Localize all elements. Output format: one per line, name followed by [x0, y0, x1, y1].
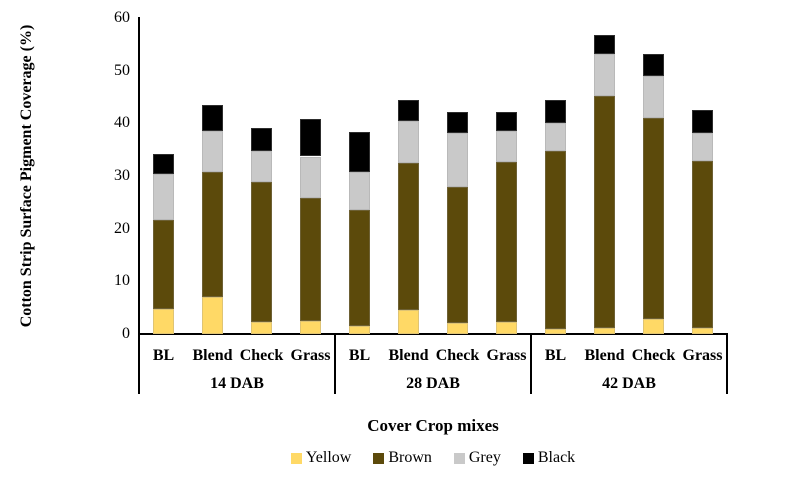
- bar-segment-grey-check-6: [447, 133, 468, 188]
- bar-segment-yellow-blend-9: [594, 327, 615, 334]
- bar-segment-grey-bl-4: [349, 171, 370, 210]
- bar-segment-brown-grass-7: [496, 162, 517, 322]
- bar-segment-yellow-blend-5: [398, 309, 419, 334]
- bar-segment-brown-check-10: [643, 118, 664, 320]
- bar-segment-yellow-grass-3: [300, 321, 321, 334]
- legend-item-yellow: Yellow: [290, 449, 352, 467]
- category-label: Check: [435, 347, 480, 364]
- group-label: 14 DAB: [210, 375, 264, 392]
- y-axis-title: Cotton Strip Surface Pigment Coverage (%…: [18, 24, 35, 328]
- legend-swatch-brown: [373, 452, 385, 464]
- category-label: Grass: [486, 347, 527, 364]
- y-axis-line: [138, 17, 140, 394]
- bar-segment-grey-check-2: [251, 150, 272, 182]
- y-tick-label: 50: [114, 61, 130, 79]
- bar-segment-yellow-check-6: [447, 323, 468, 334]
- bar-segment-brown-blend-5: [398, 162, 419, 310]
- bar-segment-grey-check-10: [643, 76, 664, 119]
- bar-segment-yellow-bl-8: [545, 329, 566, 334]
- bar-segment-grey-grass-3: [300, 156, 321, 198]
- legend-item-black: Black: [522, 449, 576, 467]
- legend-label: Black: [537, 449, 576, 466]
- category-divider-line: [334, 334, 336, 394]
- legend-label: Brown: [388, 449, 432, 466]
- category-divider-line: [530, 334, 532, 394]
- legend-swatch-grey: [453, 452, 465, 464]
- group-label: 28 DAB: [406, 375, 460, 392]
- bar-segment-grey-blend-5: [398, 121, 419, 163]
- y-tick-label: 10: [114, 272, 130, 290]
- y-tick-label: 0: [122, 325, 130, 342]
- bar-segment-black-bl-0: [153, 154, 174, 175]
- bar-segment-black-blend-5: [398, 99, 419, 122]
- bar-segment-yellow-bl-0: [153, 308, 174, 334]
- bar-segment-yellow-blend-1: [202, 297, 223, 334]
- bar-segment-brown-bl-4: [349, 209, 370, 326]
- group-label: 42 DAB: [602, 375, 656, 392]
- bar-segment-black-grass-7: [496, 111, 517, 131]
- category-label: Check: [631, 347, 676, 364]
- y-tick-label: 30: [114, 167, 130, 184]
- bar-segment-black-check-2: [251, 127, 272, 151]
- category-label: BL: [348, 347, 371, 364]
- bar-segment-grey-blend-1: [202, 131, 223, 172]
- y-tick-label: 40: [114, 114, 130, 132]
- bar-segment-black-grass-3: [300, 118, 321, 157]
- bar-segment-black-blend-9: [594, 34, 615, 55]
- bar-segment-yellow-check-10: [643, 319, 664, 334]
- bar-segment-black-check-10: [643, 53, 664, 77]
- bar-segment-black-bl-8: [545, 100, 566, 123]
- legend-swatch-black: [522, 452, 534, 464]
- bar-segment-black-check-6: [447, 111, 468, 134]
- legend: Yellow Brown Grey Black: [139, 449, 727, 467]
- category-label: Grass: [290, 347, 331, 364]
- bar-segment-yellow-bl-4: [349, 325, 370, 334]
- bar-segment-brown-grass-3: [300, 197, 321, 322]
- legend-swatch-yellow: [290, 452, 302, 464]
- bar-segment-grey-grass-11: [692, 132, 713, 161]
- legend-label: Yellow: [305, 449, 352, 466]
- bar-segment-grey-bl-0: [153, 174, 174, 220]
- category-label: BL: [152, 347, 175, 364]
- bar-segment-brown-check-2: [251, 181, 272, 323]
- y-tick-label: 60: [114, 9, 130, 26]
- bar-segment-grey-blend-9: [594, 54, 615, 97]
- category-label: BL: [544, 347, 567, 364]
- bar-segment-brown-grass-11: [692, 160, 713, 329]
- x-axis-line: [138, 333, 728, 335]
- category-label: Blend: [584, 347, 625, 364]
- legend-item-grey: Grey: [453, 449, 501, 467]
- category-label: Grass: [682, 347, 723, 364]
- bar-segment-black-blend-1: [202, 104, 223, 132]
- bar-segment-yellow-grass-7: [496, 321, 517, 334]
- category-divider-line: [726, 334, 728, 394]
- legend-item-brown: Brown: [373, 449, 432, 467]
- bar-segment-grey-grass-7: [496, 130, 517, 163]
- bar-segment-brown-bl-0: [153, 219, 174, 309]
- legend-label: Grey: [468, 449, 501, 466]
- bar-segment-brown-blend-9: [594, 96, 615, 328]
- x-axis-title: Cover Crop mixes: [367, 416, 499, 435]
- bar-segment-brown-check-6: [447, 187, 468, 324]
- bar-segment-grey-bl-8: [545, 122, 566, 152]
- category-label: Check: [239, 347, 284, 364]
- bar-segment-yellow-check-2: [251, 322, 272, 334]
- bar-segment-brown-blend-1: [202, 171, 223, 298]
- bar-segment-brown-bl-8: [545, 151, 566, 330]
- bar-segment-black-bl-4: [349, 131, 370, 172]
- y-tick-label: 20: [114, 219, 130, 237]
- category-label: Blend: [388, 347, 429, 364]
- bar-segment-black-grass-11: [692, 110, 713, 133]
- category-label: Blend: [192, 347, 233, 364]
- bar-segment-yellow-grass-11: [692, 328, 713, 334]
